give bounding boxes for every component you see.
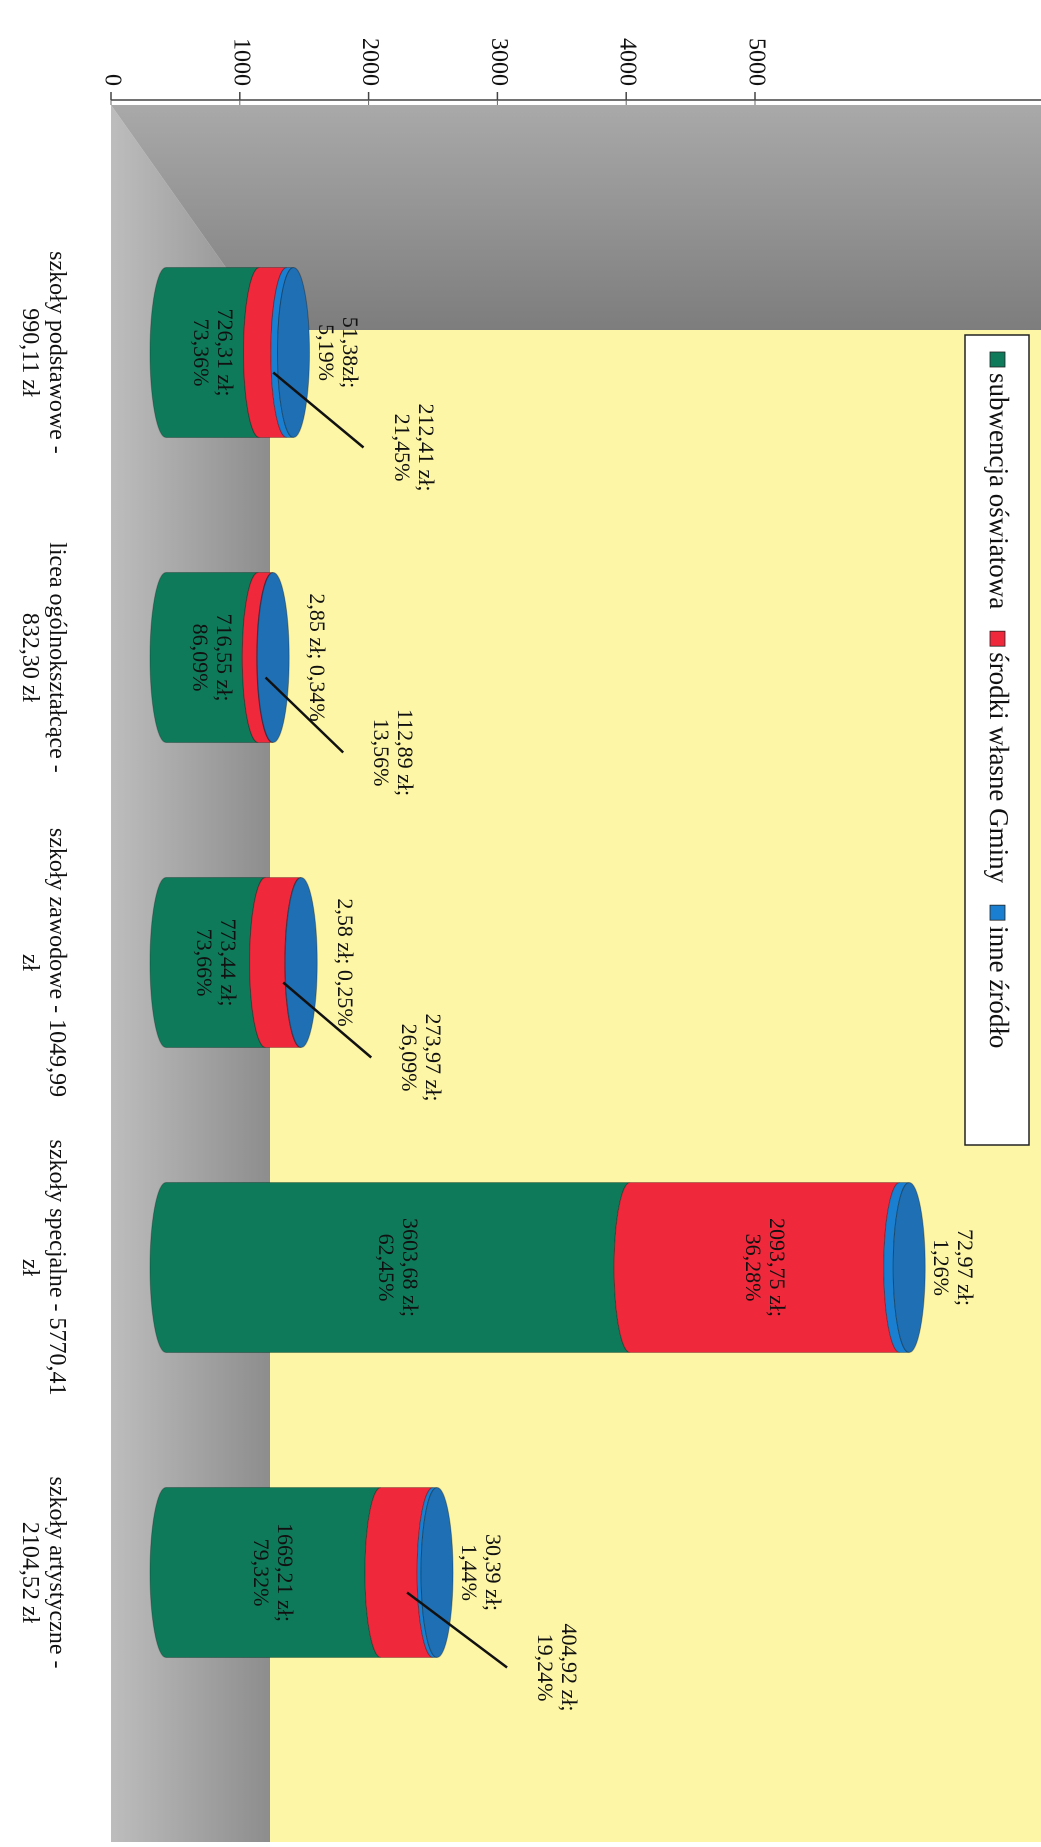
y-tick-label: 5000	[743, 38, 769, 86]
value-label-box: 773,44 zł; 73,66%	[191, 918, 241, 1007]
bar-cap	[284, 877, 318, 1048]
y-tick-label: 4000	[615, 38, 641, 86]
leader-line	[272, 371, 365, 449]
value-label-box: 2093,75 zł; 36,28%	[741, 1218, 790, 1317]
value-label-box: 2,85 zł; 0,34%	[305, 593, 331, 722]
legend-swatch	[989, 630, 1006, 647]
value-label: 716,55 zł; 86,09%	[188, 613, 238, 702]
value-label: 51,38zł; 5,19%	[313, 316, 363, 389]
x-tick-label-box: szkoły podstawowe - 990,11 zł	[17, 251, 70, 454]
legend-label: subwencja oświatowa	[984, 373, 1014, 609]
y-tick-label: 0	[99, 74, 125, 86]
value-label: 112,89 zł; 13,56%	[369, 708, 419, 797]
value-label: 72,97 zł; 1,26%	[929, 1229, 979, 1306]
bar-cap	[420, 1487, 454, 1658]
value-label: 773,44 zł; 73,66%	[191, 918, 241, 1007]
value-label-box: 212,41 zł; 21,45%	[389, 403, 439, 492]
x-tick-label: szkoły zawodowe - 1049,99 zł	[17, 827, 70, 1098]
value-label: 273,97 zł; 26,09%	[397, 1013, 447, 1102]
leader-line	[282, 981, 373, 1059]
x-tick-label-box: szkoły artystyczne - 2104,52 zł	[17, 1476, 70, 1669]
leader-line	[406, 1591, 508, 1669]
side-wall	[111, 105, 1041, 330]
x-tick-label: szkoły podstawowe - 990,11 zł	[17, 251, 70, 454]
leader-line	[264, 676, 345, 754]
x-tick-label: szkoły artystyczne - 2104,52 zł	[17, 1476, 70, 1669]
value-label: 2,85 zł; 0,34%	[305, 593, 331, 722]
legend: subwencja oświatowa środki własne Gminy in…	[964, 334, 1030, 1146]
value-label-box: 726,31 zł; 73,36%	[188, 308, 238, 397]
value-label: 726,31 zł; 73,36%	[188, 308, 238, 397]
legend-label: inne źródło	[984, 926, 1014, 1048]
value-label-box: 273,97 zł; 26,09%	[397, 1013, 447, 1102]
y-tick-label: 3000	[486, 38, 512, 86]
bar-cap	[277, 267, 311, 438]
value-label-box: 3603,68 zł; 62,45%	[374, 1218, 424, 1317]
value-label: 404,92 zł; 19,24%	[533, 1623, 583, 1712]
value-label: 2093,75 zł; 36,28%	[741, 1218, 790, 1317]
value-label-box: 30,39 zł; 1,44%	[457, 1534, 507, 1611]
value-label: 3603,68 zł; 62,45%	[374, 1218, 424, 1317]
legend-swatch	[989, 351, 1006, 368]
value-label-box: 72,97 zł; 1,26%	[929, 1229, 979, 1306]
value-label: 30,39 zł; 1,44%	[457, 1534, 507, 1611]
legend-label: środki własne Gminy	[984, 652, 1014, 883]
x-tick-label: szkoły specjalne - 5770,41 zł	[17, 1139, 70, 1396]
bar-cap	[892, 1182, 926, 1353]
value-label: 1669,21 zł; 79,32%	[249, 1523, 299, 1622]
y-tick-label: 2000	[357, 38, 383, 86]
x-tick-label-box: licea ogólnokształcące - 832,30 zł	[17, 542, 70, 773]
value-label-box: 112,89 zł; 13,56%	[369, 708, 419, 797]
back-wall	[270, 330, 1041, 1842]
value-label-box: 1669,21 zł; 79,32%	[249, 1523, 299, 1622]
value-label: 212,41 zł; 21,45%	[389, 403, 439, 492]
value-label-box: 51,38zł; 5,19%	[313, 316, 363, 389]
x-tick-label-box: szkoły specjalne - 5770,41 zł	[17, 1139, 70, 1396]
legend-swatch	[989, 904, 1006, 921]
legend-box	[964, 334, 1030, 1146]
x-tick-label-box: szkoły zawodowe - 1049,99 zł	[17, 827, 70, 1098]
rotated-chart: subwencja oświatowa środki własne Gminy in…	[17, 38, 1041, 1842]
value-label-box: 404,92 zł; 19,24%	[533, 1623, 583, 1712]
bar-cap	[256, 572, 290, 743]
y-tick-label: 1000	[228, 38, 254, 86]
value-label-box: 2,58 zł; 0,25%	[333, 898, 359, 1027]
value-label-box: 716,55 zł; 86,09%	[188, 613, 238, 702]
value-label: 2,58 zł; 0,25%	[333, 898, 359, 1027]
x-tick-label: licea ogólnokształcące - 832,30 zł	[17, 542, 70, 773]
